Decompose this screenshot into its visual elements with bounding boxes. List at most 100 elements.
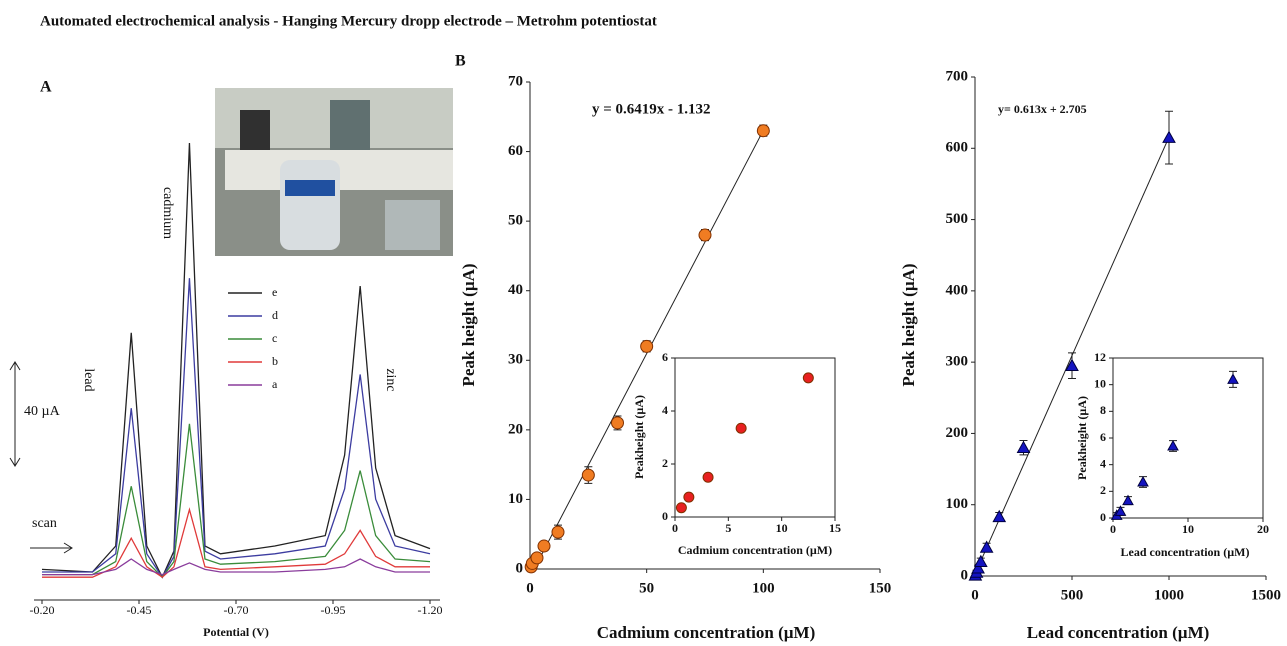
y-axis-label: Peakheight (µA) [1075,396,1089,480]
x-tick-label: 20 [1257,522,1269,536]
x-tick-label: -0.20 [30,603,55,617]
y-tick-label: 40 [508,282,523,298]
y-tick-label: 100 [946,496,969,512]
trendline-label: y= 0.613x + 2.705 [998,102,1087,116]
marker [551,525,565,539]
marker [1065,358,1079,372]
y-tick-label: 10 [1094,376,1106,390]
marker [611,416,624,430]
x-tick-label: 500 [1061,587,1084,603]
marker [756,124,770,138]
marker [537,539,551,553]
x-axis-label: Lead concentration (µM) [1121,545,1250,559]
marker [1162,130,1176,143]
marker [581,468,595,482]
y-tick-label: 12 [1094,350,1106,364]
y-tick-label: 50 [508,213,523,229]
marker [979,540,994,553]
curve [42,558,430,576]
y-tick-label: 2 [662,456,668,470]
marker [530,551,544,565]
y-tick-label: 0 [662,509,668,523]
marker [675,502,687,514]
y-tick-label: 6 [662,350,668,364]
x-tick-label: 0 [672,521,678,535]
y-tick-label: 0 [961,567,969,583]
x-tick-label: -0.95 [321,603,346,617]
plot-frame [674,357,836,518]
annotation: scan [32,516,57,531]
legend-label: d [272,308,278,322]
annotation: zinc [383,368,398,391]
y-tick-label: 600 [946,140,969,156]
y-tick-label: 10 [508,491,523,507]
y-tick-label: 500 [946,211,969,227]
annotation: lead [81,368,96,391]
marker [1167,439,1179,451]
curve [42,507,430,579]
photo [215,88,453,256]
y-tick-label: 6 [1100,430,1106,444]
x-axis-label: Cadmium concentration (µM) [678,543,832,557]
annotation: cadmium [160,187,175,239]
x-tick-label: -0.70 [224,603,249,617]
figure-title: Automated electrochemical analysis - Han… [40,13,657,29]
marker [971,561,985,574]
y-tick-label: 20 [508,421,523,437]
y-tick-label: 400 [946,282,969,298]
marker [683,491,695,503]
panel-label: B [455,53,466,70]
legend-label: b [272,354,278,368]
y-tick-label: 0 [1100,510,1106,524]
scan-arrow [30,542,73,554]
marker [735,422,747,434]
x-tick-label: 50 [639,580,654,596]
marker [1114,505,1127,516]
x-tick-label: 1500 [1251,587,1281,603]
x-tick-label: 5 [725,521,731,535]
x-tick-label: 150 [869,580,892,596]
legend-label: c [272,331,277,345]
y-tick-label: 30 [508,352,523,368]
marker [1122,494,1134,506]
x-tick-label: 0 [526,580,534,596]
y-axis-label: Peak height (µA) [459,263,478,386]
marker [698,228,712,242]
marker [702,471,714,483]
x-tick-label: 15 [829,521,841,535]
x-axis-label: Lead concentration (µM) [1027,623,1210,642]
y-axis-label: Peakheight (µA) [632,395,646,479]
scale-bar-label: 40 µA [24,404,61,419]
x-tick-label: 100 [752,580,775,596]
marker [973,554,988,568]
marker [1016,440,1031,453]
y-tick-label: 60 [508,143,523,159]
x-tick-label: 0 [1110,522,1116,536]
x-tick-label: -0.45 [127,603,152,617]
plot-frame [1112,357,1264,519]
x-tick-label: 10 [776,521,788,535]
y-tick-label: 8 [1100,403,1106,417]
x-axis-label: Cadmium concentration (µM) [597,623,816,642]
marker [1137,475,1149,487]
scale-bar [9,361,21,467]
y-tick-label: 2 [1100,483,1106,497]
y-tick-label: 70 [508,73,523,89]
x-tick-label: 10 [1182,522,1194,536]
x-tick-label: 1000 [1154,587,1184,603]
legend-label: e [272,285,277,299]
y-tick-label: 200 [946,425,969,441]
curve [42,278,431,579]
x-tick-label: 0 [971,587,979,603]
legend-label: a [272,377,278,391]
x-tick-label: -1.20 [418,603,443,617]
trendline-label: y = 0.6419x - 1.132 [592,101,711,117]
y-axis-label: Peak height (µA) [899,263,918,386]
marker [992,509,1007,523]
y-tick-label: 700 [946,68,969,84]
marker [640,339,654,353]
marker [802,372,814,384]
y-tick-label: 4 [1100,456,1106,470]
